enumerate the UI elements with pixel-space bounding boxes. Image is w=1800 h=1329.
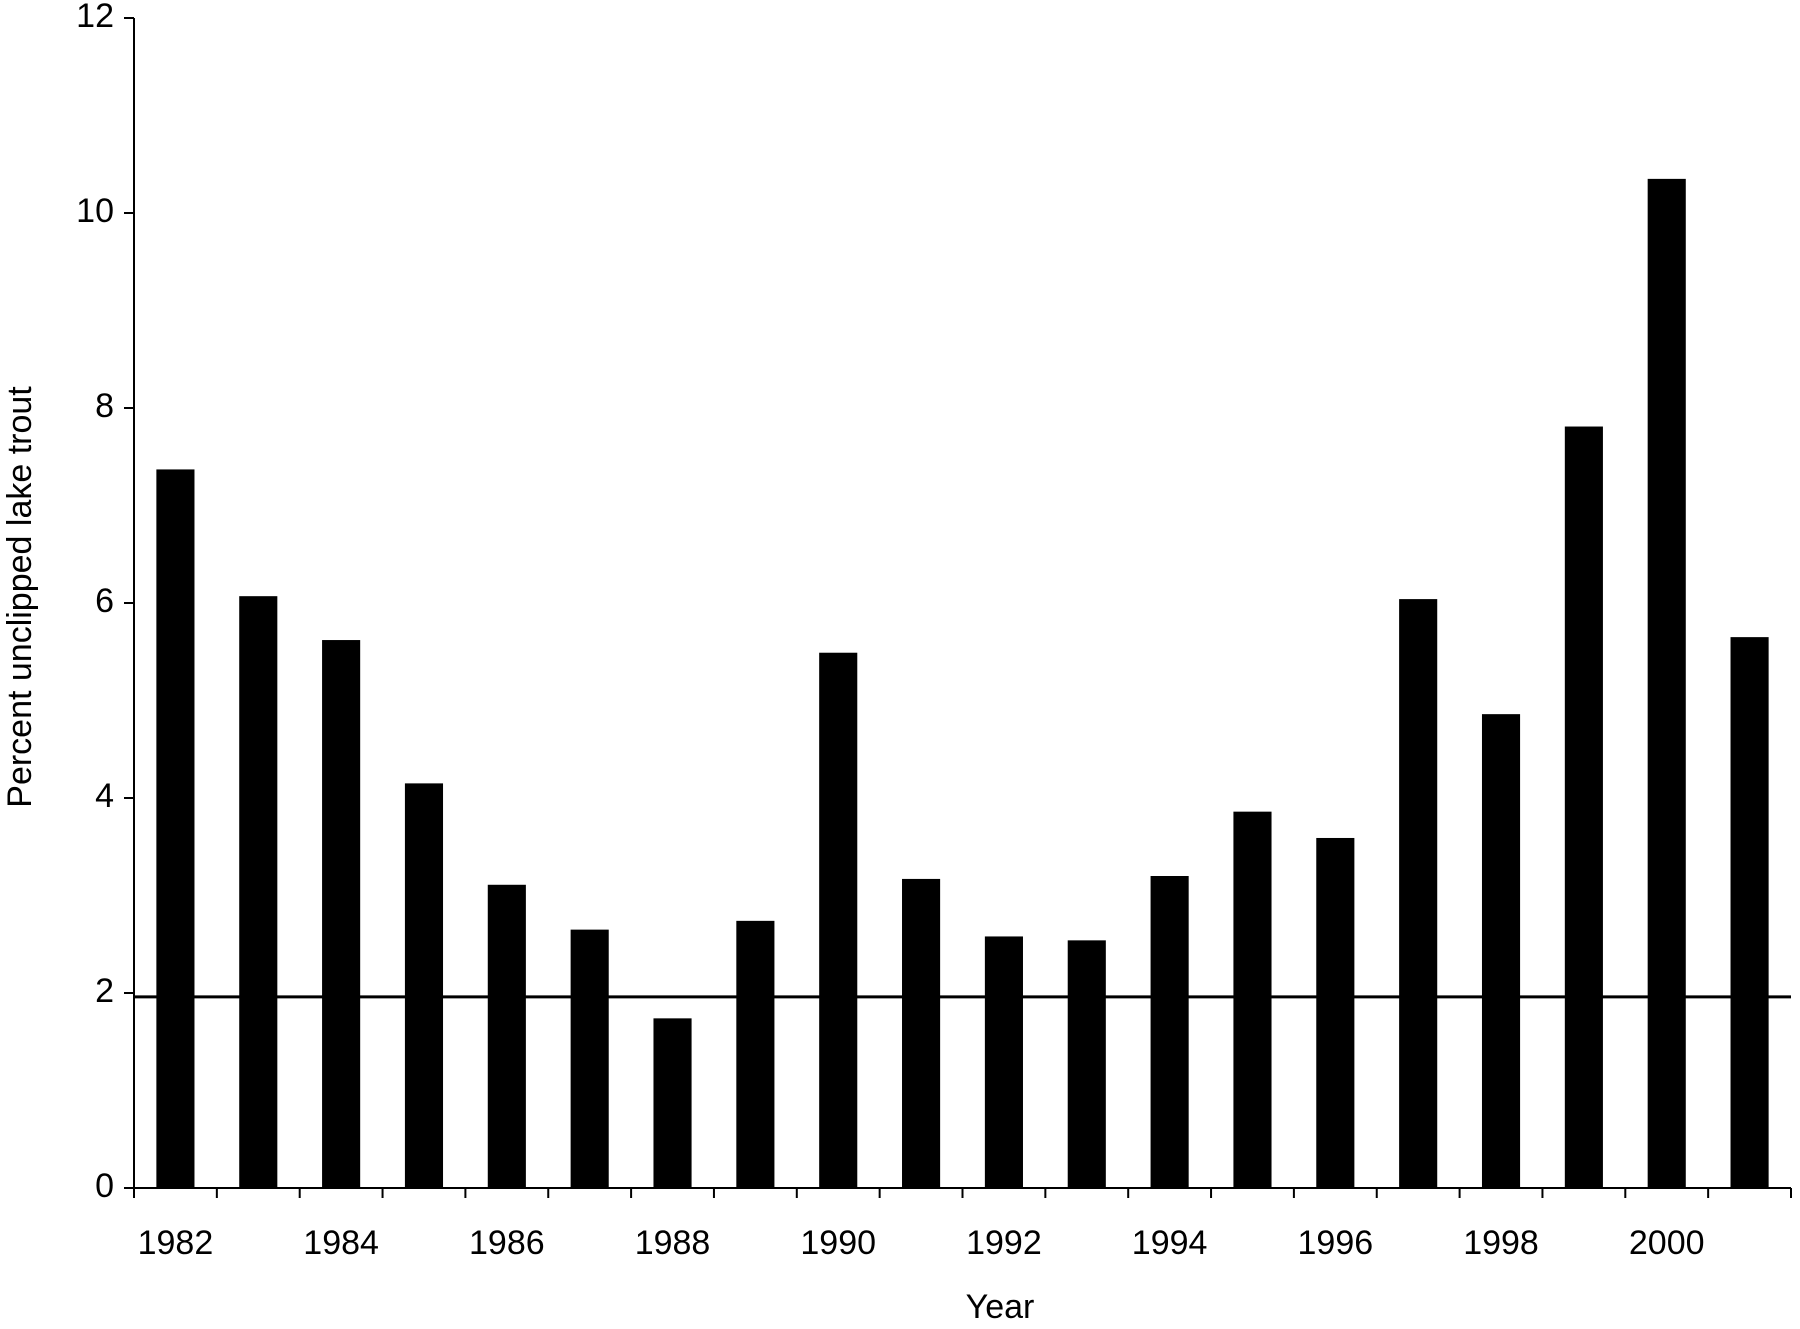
- bar: [1233, 811, 1272, 1188]
- bar: [902, 878, 941, 1188]
- bar: [404, 783, 444, 1188]
- bar: [1647, 178, 1686, 1188]
- y-tick-label: 2: [95, 972, 114, 1010]
- y-tick-label: 8: [95, 387, 114, 425]
- bar: [156, 469, 195, 1188]
- bar: [984, 936, 1023, 1188]
- y-tick-label: 0: [95, 1167, 114, 1205]
- bar: [1150, 876, 1189, 1188]
- bar: [819, 652, 858, 1188]
- y-tick-label: 12: [76, 0, 114, 35]
- bar: [322, 640, 361, 1188]
- x-axis-title: Year: [966, 1288, 1035, 1326]
- x-tick-label: 1988: [635, 1224, 711, 1262]
- bar: [487, 884, 526, 1188]
- x-tick-label: 2000: [1629, 1224, 1705, 1262]
- y-tick-label: 4: [95, 777, 114, 815]
- bar: [1564, 426, 1603, 1188]
- bar: [1399, 599, 1438, 1188]
- bar: [736, 920, 775, 1188]
- bar: [1481, 714, 1521, 1188]
- x-tick-label: 1990: [800, 1224, 876, 1262]
- x-tick-label: 1998: [1463, 1224, 1539, 1262]
- x-tick-label: 1982: [138, 1224, 214, 1262]
- bar: [1730, 637, 1769, 1188]
- y-tick-label: 10: [76, 192, 114, 230]
- x-tick-label: 1984: [303, 1224, 379, 1262]
- x-tick-label: 1986: [469, 1224, 545, 1262]
- x-tick-label: 1994: [1132, 1224, 1208, 1262]
- y-tick-label: 6: [95, 582, 114, 620]
- x-tick-label: 1996: [1298, 1224, 1374, 1262]
- y-axis-title: Percent unclipped lake trout: [1, 386, 39, 808]
- bar: [1316, 837, 1355, 1188]
- bar: [239, 596, 278, 1188]
- bar: [1067, 940, 1106, 1188]
- x-tick-label: 1992: [966, 1224, 1042, 1262]
- bar: [570, 929, 609, 1188]
- bar: [653, 1018, 692, 1188]
